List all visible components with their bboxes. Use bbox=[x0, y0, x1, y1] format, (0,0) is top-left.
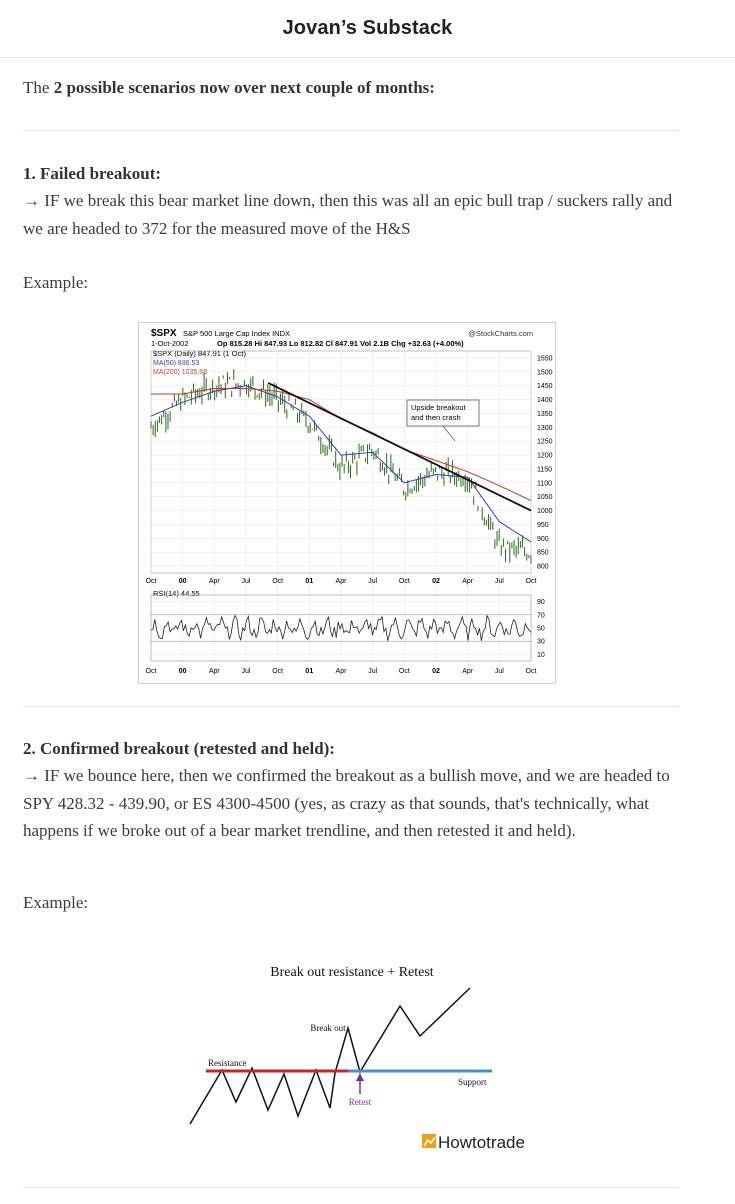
legend-ma200: MA(200) 1035.88 bbox=[153, 369, 207, 376]
publication-header: Jovan’s Substack bbox=[0, 0, 735, 58]
y-tick-label: 950 bbox=[537, 522, 549, 529]
intro-prefix: The bbox=[23, 78, 54, 97]
breakout-retest-diagram: Break out resistance + Retest Break out … bbox=[180, 950, 550, 1165]
rsi-line bbox=[150, 614, 532, 641]
intro-bold: 2 possible scenarios now over next coupl… bbox=[53, 78, 435, 97]
y-tick-label: 1100 bbox=[537, 480, 552, 487]
retest-arrow-head bbox=[356, 1073, 364, 1081]
rsi-tick-label: 50 bbox=[537, 626, 545, 633]
x-tick-label: 00 bbox=[179, 578, 187, 585]
breakout-label: Break out bbox=[310, 1023, 346, 1033]
x-tick-label: Apr bbox=[462, 578, 474, 585]
chart-source: @StockCharts.com bbox=[468, 329, 533, 338]
rsi-x-tick-label: 02 bbox=[432, 668, 440, 675]
retest-label: Retest bbox=[349, 1097, 372, 1107]
rsi-tick-label: 30 bbox=[537, 639, 545, 646]
rsi-x-tick-label: Apr bbox=[209, 668, 221, 675]
y-tick-label: 900 bbox=[537, 536, 549, 543]
y-tick-label: 1400 bbox=[537, 397, 553, 404]
scenario2-heading: 2. Confirmed breakout (retested and held… bbox=[23, 735, 683, 763]
support-label: Support bbox=[458, 1077, 487, 1087]
scenario1-body: → IF we break this bear market line down… bbox=[23, 191, 673, 238]
logo-chart-icon bbox=[423, 1136, 436, 1147]
resistance-label: Resistance bbox=[208, 1058, 247, 1068]
rsi-x-tick-label: Oct bbox=[272, 668, 283, 675]
rsi-x-tick-label: Apr bbox=[336, 668, 348, 675]
x-tick-label: Oct bbox=[272, 578, 283, 585]
divider bbox=[23, 130, 679, 131]
rsi-x-tick-label: Jul bbox=[495, 668, 504, 675]
bear-market-trendline bbox=[267, 382, 532, 512]
legend-price: $SPX (Daily) 847.91 (1 Oct) bbox=[153, 349, 246, 358]
rsi-x-tick-label: Oct bbox=[399, 668, 410, 675]
y-tick-label: 1350 bbox=[537, 411, 553, 418]
annotation-pointer bbox=[442, 425, 456, 442]
y-tick-label: 850 bbox=[537, 550, 549, 557]
publication-title[interactable]: Jovan’s Substack bbox=[282, 17, 453, 39]
x-tick-label: Apr bbox=[336, 578, 348, 585]
rsi-panel: Oct 00 Apr Jul Oct 01 Apr Jul Oct 02 Apr Jul Oct 90 70… bbox=[146, 594, 545, 675]
x-tick-label: Jul bbox=[368, 578, 377, 585]
divider bbox=[23, 706, 679, 707]
intro-paragraph: The 2 possible scenarios now over next c… bbox=[23, 74, 683, 102]
annotation-line-2: and then crash bbox=[411, 413, 461, 422]
rsi-x-tick-label: Apr bbox=[462, 668, 474, 675]
x-tick-label: 01 bbox=[305, 578, 313, 585]
price-panel: 1550 1500 1450 1400 1350 1300 1250 1200 1150 1100… bbox=[146, 350, 553, 661]
chart-date: 1-Oct-2002 bbox=[151, 339, 189, 348]
rsi-x-tick-label: 01 bbox=[305, 668, 313, 675]
x-tick-label: Oct bbox=[399, 578, 410, 585]
scenario1-heading: 1. Failed breakout: bbox=[23, 160, 683, 188]
x-tick-label: Apr bbox=[209, 578, 221, 585]
scenario1-heading-text: 1. Failed breakout: bbox=[23, 164, 162, 183]
y-tick-label: 1300 bbox=[537, 425, 553, 432]
y-tick-label: 1500 bbox=[537, 369, 553, 376]
rsi-x-tick-label: Oct bbox=[146, 668, 157, 675]
y-tick-label: 1200 bbox=[537, 453, 553, 460]
y-tick-label: 1250 bbox=[537, 439, 553, 446]
divider bbox=[23, 1187, 679, 1188]
x-tick-label: Jul bbox=[242, 578, 251, 585]
x-tick-label: 02 bbox=[432, 578, 440, 585]
chart-index-name: S&P 500 Large Cap Index INDX bbox=[183, 329, 290, 338]
rsi-x-tick-label: Jul bbox=[242, 668, 251, 675]
ma50-line bbox=[150, 385, 532, 543]
diagram-title: Break out resistance + Retest bbox=[270, 965, 434, 980]
rsi-x-tick-label: Oct bbox=[526, 668, 537, 675]
scenario2-body: → IF we bounce here, then we confirmed t… bbox=[23, 766, 670, 840]
annotation-box bbox=[406, 399, 480, 427]
logo-text: Howtotrade bbox=[438, 1133, 525, 1152]
scenario2-example-label: Example: bbox=[23, 893, 89, 912]
x-tick-label: Oct bbox=[526, 578, 537, 585]
legend-ma50: MA(50) 886.53 bbox=[153, 360, 199, 367]
howtotrade-logo: Howtotrade bbox=[422, 1133, 525, 1152]
rsi-label: RSI(14) 44.55 bbox=[153, 589, 200, 598]
chart-symbol: $SPX bbox=[151, 328, 177, 339]
stockcharts-spx-chart: $SPX S&P 500 Large Cap Index INDX @Stock… bbox=[138, 322, 556, 684]
rsi-tick-label: 70 bbox=[537, 612, 545, 619]
rsi-x-tick-label: 00 bbox=[179, 668, 187, 675]
annotation-line-1: Upside breakout bbox=[411, 403, 467, 412]
y-tick-label: 1050 bbox=[537, 494, 553, 501]
rsi-tick-label: 10 bbox=[537, 652, 545, 659]
y-tick-label: 800 bbox=[537, 564, 549, 571]
x-tick-label: Oct bbox=[146, 578, 157, 585]
y-tick-label: 1550 bbox=[537, 355, 553, 362]
rsi-x-tick-label: Jul bbox=[368, 668, 377, 675]
scenario1-example-label: Example: bbox=[23, 273, 89, 292]
x-tick-label: Jul bbox=[495, 578, 504, 585]
y-tick-label: 1450 bbox=[537, 383, 553, 390]
price-path bbox=[189, 987, 471, 1125]
chart-quote: Op 815.28 Hi 847.93 Lo 812.82 Cl 847.91 … bbox=[217, 339, 464, 348]
scenario2-heading-text: 2. Confirmed breakout (retested and held… bbox=[23, 739, 335, 758]
rsi-tick-label: 90 bbox=[537, 599, 545, 606]
y-tick-label: 1000 bbox=[537, 508, 553, 515]
y-tick-label: 1150 bbox=[537, 466, 552, 473]
